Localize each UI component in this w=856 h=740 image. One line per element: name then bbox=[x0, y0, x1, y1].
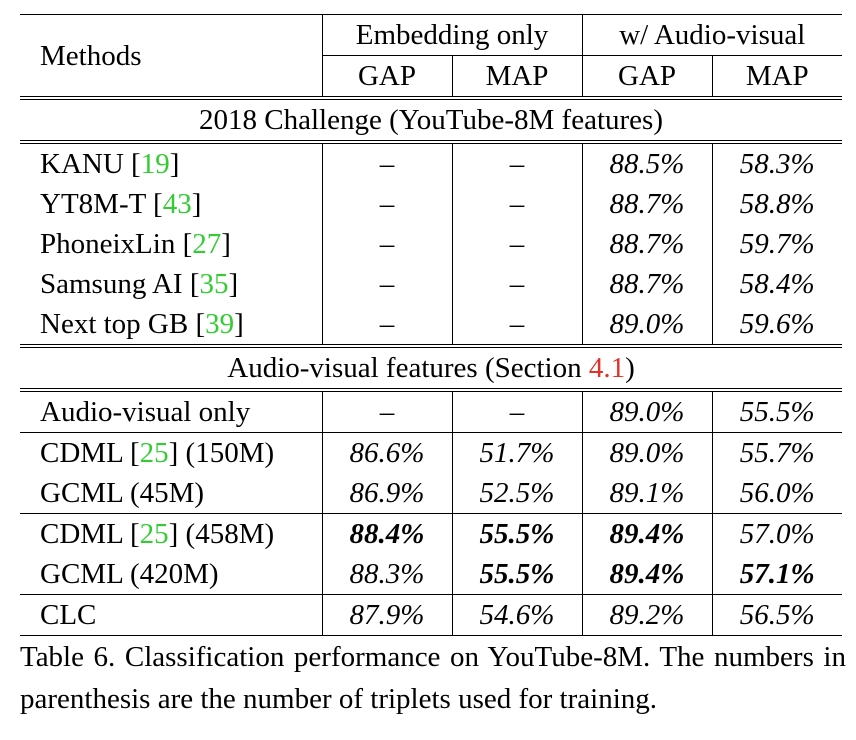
value-cell: 88.7% bbox=[581, 264, 713, 304]
value-cell: 89.4% bbox=[581, 554, 713, 595]
value-cell: 59.7% bbox=[711, 224, 843, 264]
method-name: YT8M-T [43] bbox=[40, 188, 202, 220]
value-cell: – bbox=[321, 264, 452, 304]
subcol-gap-embedding: GAP bbox=[321, 55, 452, 98]
section2-body: Audio-visual only – –89.0% 55.5% CDML [25] (… bbox=[20, 388, 843, 636]
value-cell: – bbox=[451, 140, 583, 184]
value-cell: – bbox=[321, 224, 452, 264]
header-row-1: Methods Embedding only w/ Audio-visual bbox=[20, 14, 843, 72]
method-name: Samsung AI [35] bbox=[40, 268, 239, 300]
citation-link[interactable]: 27 bbox=[192, 228, 222, 260]
audio-visual-header: w/ Audio-visual bbox=[581, 14, 843, 56]
table-caption: Table 6. Classification performance on Y… bbox=[20, 641, 846, 715]
table-row: KANU [19] – –88.5% 58.3% bbox=[20, 140, 843, 184]
table-row: YT8M-T [43] – –88.7% 58.8% bbox=[20, 184, 843, 224]
section-ref-link[interactable]: 4.1 bbox=[588, 352, 626, 384]
section1-title: 2018 Challenge (YouTube-8M features) bbox=[199, 104, 663, 136]
value-cell: – bbox=[321, 140, 452, 184]
value-cell: 88.7% bbox=[581, 184, 713, 224]
table-row: CDML [25] (458M) 88.4% 55.5% 89.4% 57.0% bbox=[20, 513, 843, 554]
method-name: CDML [25] (150M) bbox=[20, 432, 322, 473]
value-cell: 54.6% bbox=[451, 594, 583, 636]
method-name: CDML [25] (458M) bbox=[20, 513, 322, 554]
table-row: GCML (45M) 86.9% 52.5% 89.1% 56.0% bbox=[20, 473, 843, 514]
method-name: KANU [19] bbox=[20, 140, 322, 184]
citation-link[interactable]: 19 bbox=[140, 148, 170, 180]
table-row: CLC 87.9% 54.6% 89.2% 56.5% bbox=[20, 594, 843, 636]
method-name: CLC bbox=[20, 594, 322, 636]
value-cell: 55.7% bbox=[711, 432, 843, 473]
citation-link[interactable]: 35 bbox=[199, 268, 229, 300]
value-cell: – bbox=[321, 388, 452, 433]
value-cell: 88.5% bbox=[581, 140, 713, 184]
section-title-row: 2018 Challenge (YouTube-8M features) bbox=[20, 98, 843, 142]
value-cell: 86.9% bbox=[321, 473, 452, 514]
value-cell: – bbox=[451, 224, 583, 264]
value-cell: – bbox=[451, 264, 583, 304]
value-cell: 56.5% bbox=[711, 594, 843, 636]
value-cell: 51.7% bbox=[451, 432, 583, 473]
results-table-wrapper: Methods Embedding only w/ Audio-visual G… bbox=[20, 14, 843, 636]
value-cell: 58.4% bbox=[711, 264, 843, 304]
value-cell: – bbox=[321, 304, 452, 346]
value-cell: 89.1% bbox=[581, 473, 713, 514]
section2-title: Audio-visual features (Section 4.1) bbox=[227, 352, 635, 384]
results-table: Methods Embedding only w/ Audio-visual G… bbox=[20, 14, 843, 636]
value-cell: 59.6% bbox=[711, 304, 843, 346]
method-name: GCML (45M) bbox=[40, 477, 205, 509]
citation-link[interactable]: 39 bbox=[205, 308, 235, 340]
value-cell: 89.2% bbox=[581, 594, 713, 636]
table-row: Next top GB [39] – –89.0% 59.6% bbox=[20, 304, 843, 346]
value-cell: 86.6% bbox=[321, 432, 452, 473]
header-row-2: GAP MAP GAP MAP bbox=[20, 55, 843, 98]
value-cell: 55.5% bbox=[451, 554, 583, 595]
section1-body: KANU [19] – –88.5% 58.3% YT8M-T [43] – –88.7% 5… bbox=[20, 140, 843, 346]
value-cell: – bbox=[451, 388, 583, 433]
value-cell: – bbox=[321, 184, 452, 224]
value-cell: 52.5% bbox=[451, 473, 583, 514]
value-cell: 58.3% bbox=[711, 140, 843, 184]
subcol-gap-audiovisual: GAP bbox=[581, 55, 713, 98]
value-cell: 88.7% bbox=[581, 224, 713, 264]
value-cell: 89.4% bbox=[581, 513, 713, 554]
table-row: GCML (420M) 88.3% 55.5% 89.4% 57.1% bbox=[20, 554, 843, 595]
value-cell: 87.9% bbox=[321, 594, 452, 636]
embedding-only-header: Embedding only bbox=[321, 14, 583, 56]
value-cell: 89.0% bbox=[581, 432, 713, 473]
value-cell: 58.8% bbox=[711, 184, 843, 224]
methods-header: Methods bbox=[40, 39, 142, 72]
citation-link[interactable]: 25 bbox=[139, 437, 169, 469]
table-row: CDML [25] (150M) 86.6% 51.7% 89.0% 55.7% bbox=[20, 432, 843, 473]
method-name: PhoneixLin [27] bbox=[40, 228, 231, 260]
method-name: GCML (420M) bbox=[40, 558, 219, 590]
value-cell: – bbox=[451, 304, 583, 346]
value-cell: – bbox=[451, 184, 583, 224]
value-cell: 55.5% bbox=[451, 513, 583, 554]
value-cell: 57.1% bbox=[711, 554, 843, 595]
table-row: PhoneixLin [27] – –88.7% 59.7% bbox=[20, 224, 843, 264]
subcol-map-audiovisual: MAP bbox=[711, 55, 843, 98]
section-title-row: Audio-visual features (Section 4.1) bbox=[20, 346, 843, 390]
value-cell: 89.0% bbox=[581, 388, 713, 433]
method-name: Next top GB [39] bbox=[40, 308, 244, 340]
table-row: Samsung AI [35] – –88.7% 58.4% bbox=[20, 264, 843, 304]
value-cell: 89.0% bbox=[581, 304, 713, 346]
value-cell: 88.4% bbox=[321, 513, 452, 554]
value-cell: 88.3% bbox=[321, 554, 452, 595]
citation-link[interactable]: 25 bbox=[139, 518, 169, 550]
value-cell: 55.5% bbox=[711, 388, 843, 433]
method-name: Audio-visual only bbox=[20, 388, 322, 433]
value-cell: 57.0% bbox=[711, 513, 843, 554]
value-cell: 56.0% bbox=[711, 473, 843, 514]
table-row: Audio-visual only – –89.0% 55.5% bbox=[20, 388, 843, 433]
subcol-map-embedding: MAP bbox=[451, 55, 583, 98]
citation-link[interactable]: 43 bbox=[162, 188, 192, 220]
